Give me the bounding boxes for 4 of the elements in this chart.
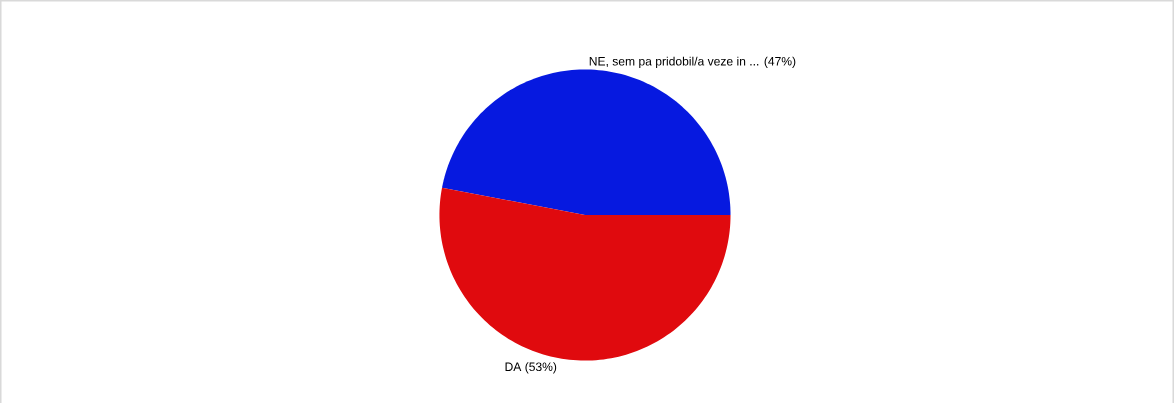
slice-label: DA [505, 362, 522, 372]
slice-label: NE, sem pa pridobil/a veze in ... [589, 56, 759, 69]
data-label: (53%) [525, 362, 557, 374]
data-label: (47%) [764, 56, 796, 68]
